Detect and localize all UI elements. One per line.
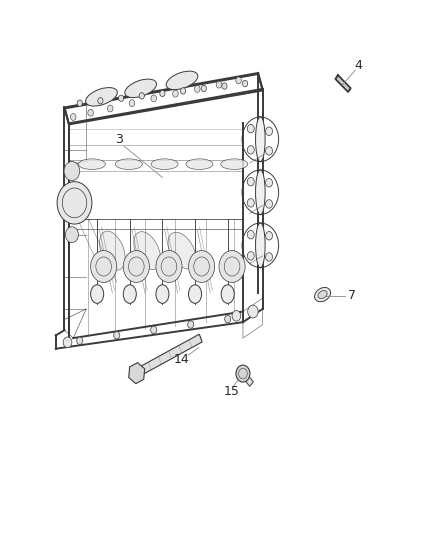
Ellipse shape: [125, 79, 156, 98]
Circle shape: [201, 85, 206, 92]
Circle shape: [194, 85, 200, 92]
Text: 15: 15: [224, 385, 240, 398]
Circle shape: [247, 177, 254, 186]
Circle shape: [114, 332, 120, 339]
Circle shape: [247, 146, 254, 154]
Circle shape: [248, 305, 258, 318]
Ellipse shape: [151, 159, 178, 169]
Ellipse shape: [123, 285, 136, 303]
Polygon shape: [129, 362, 145, 384]
Circle shape: [77, 337, 83, 344]
Circle shape: [265, 231, 272, 240]
Ellipse shape: [255, 169, 265, 215]
Ellipse shape: [86, 87, 117, 106]
Circle shape: [64, 161, 80, 181]
Polygon shape: [132, 334, 202, 379]
Circle shape: [247, 252, 254, 260]
Ellipse shape: [116, 159, 142, 169]
Circle shape: [88, 109, 93, 116]
Circle shape: [265, 253, 272, 261]
Circle shape: [107, 105, 113, 112]
Circle shape: [247, 230, 254, 239]
Text: 4: 4: [354, 59, 362, 71]
Circle shape: [123, 251, 149, 282]
Circle shape: [187, 321, 194, 328]
Circle shape: [236, 365, 250, 382]
Ellipse shape: [186, 159, 213, 169]
Circle shape: [77, 100, 82, 107]
Circle shape: [265, 147, 272, 155]
Ellipse shape: [221, 159, 248, 169]
Circle shape: [156, 251, 182, 282]
Ellipse shape: [134, 232, 161, 270]
Circle shape: [139, 93, 145, 99]
Ellipse shape: [168, 232, 196, 269]
Circle shape: [57, 182, 92, 224]
Ellipse shape: [221, 285, 234, 303]
Circle shape: [180, 88, 186, 94]
Circle shape: [216, 81, 222, 88]
Circle shape: [265, 127, 272, 135]
Circle shape: [247, 124, 254, 133]
Text: 3: 3: [115, 133, 123, 146]
Ellipse shape: [255, 117, 265, 162]
Ellipse shape: [99, 231, 125, 270]
Circle shape: [219, 251, 245, 282]
Circle shape: [63, 337, 72, 348]
Ellipse shape: [255, 223, 265, 268]
Circle shape: [98, 98, 103, 104]
Circle shape: [151, 326, 157, 334]
Circle shape: [265, 200, 272, 208]
Text: 14: 14: [174, 353, 190, 366]
Text: 7: 7: [348, 289, 356, 302]
Polygon shape: [241, 372, 254, 386]
Circle shape: [247, 199, 254, 207]
Ellipse shape: [78, 159, 106, 169]
Circle shape: [222, 83, 227, 89]
Circle shape: [91, 251, 117, 282]
Ellipse shape: [188, 285, 201, 303]
Circle shape: [151, 95, 156, 102]
Ellipse shape: [156, 285, 169, 303]
Circle shape: [188, 251, 215, 282]
Circle shape: [265, 179, 272, 187]
Ellipse shape: [318, 290, 327, 298]
Circle shape: [129, 100, 135, 107]
Circle shape: [236, 77, 241, 84]
Circle shape: [243, 80, 248, 87]
Circle shape: [173, 90, 178, 97]
Circle shape: [225, 316, 231, 323]
Circle shape: [160, 90, 165, 96]
Ellipse shape: [314, 287, 331, 302]
Circle shape: [118, 95, 124, 101]
Circle shape: [65, 227, 78, 243]
Circle shape: [232, 311, 241, 321]
Ellipse shape: [166, 71, 198, 90]
Circle shape: [71, 114, 76, 120]
Ellipse shape: [91, 285, 104, 303]
